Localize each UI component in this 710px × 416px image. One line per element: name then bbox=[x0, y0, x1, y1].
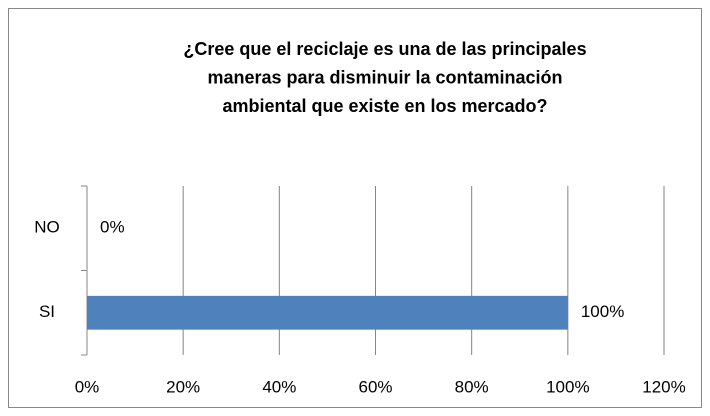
x-tick-label: 120% bbox=[642, 377, 685, 396]
y-tick-label: NO bbox=[34, 218, 60, 237]
y-tick-label: SI bbox=[39, 302, 55, 321]
x-tick-label: 80% bbox=[455, 377, 489, 396]
x-tick-label: 100% bbox=[546, 377, 589, 396]
data-label: 0% bbox=[100, 218, 125, 237]
bar bbox=[87, 295, 568, 330]
chart-title: maneras para disminuir la contaminación bbox=[207, 67, 562, 87]
chart-title: ambiental que existe en los mercado? bbox=[222, 96, 547, 116]
x-tick-label: 20% bbox=[166, 377, 200, 396]
x-tick-label: 0% bbox=[75, 377, 100, 396]
x-tick-label: 60% bbox=[358, 377, 392, 396]
chart-title: ¿Cree que el reciclaje es una de las pri… bbox=[183, 39, 586, 59]
data-label: 100% bbox=[581, 302, 624, 321]
chart-border bbox=[8, 8, 702, 408]
x-tick-label: 40% bbox=[262, 377, 296, 396]
